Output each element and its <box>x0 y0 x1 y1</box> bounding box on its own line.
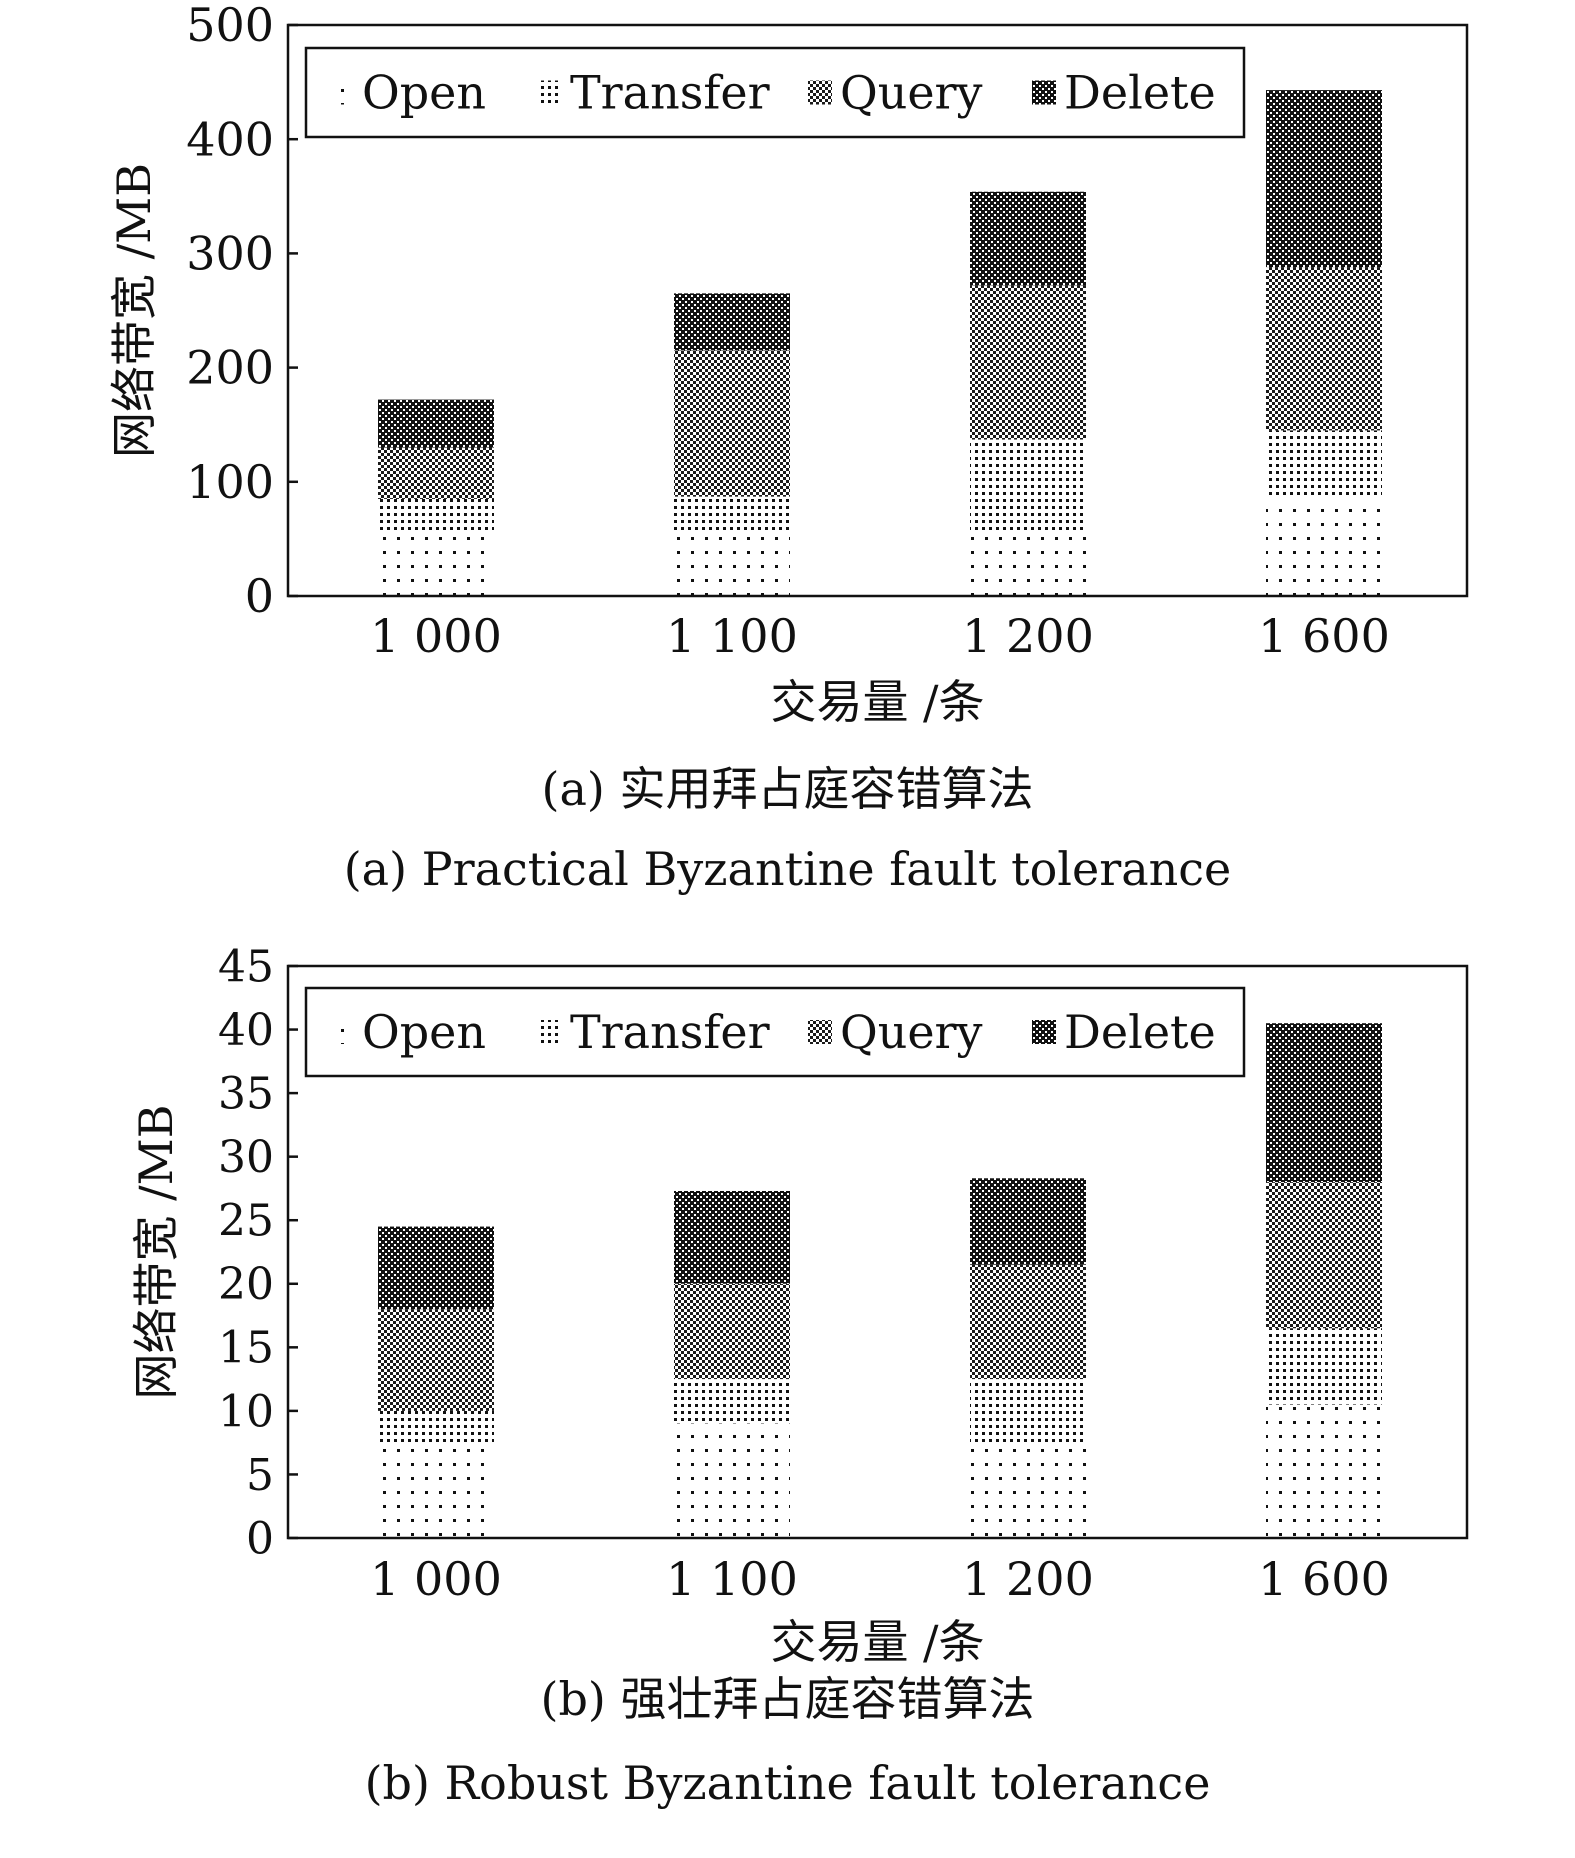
bar-open-4 <box>1266 1404 1382 1538</box>
legend-label-transfer: Transfer <box>570 66 770 120</box>
legend-label-open: Open <box>362 1005 486 1059</box>
x-tick-label: 1 000 <box>370 609 502 663</box>
legend-swatch-open <box>330 80 354 105</box>
chart-b-plot: 0 5 10 15 20 25 30 35 40 45 1 000 1 100 1 200 1 600 交易… <box>129 941 1469 1669</box>
bar-delete-3 <box>970 191 1086 286</box>
bar-query-4 <box>1266 1182 1382 1329</box>
x-axis-label: 交易量 /条 <box>770 675 984 729</box>
y-tick-label: 25 <box>218 1196 274 1247</box>
bar-query-3 <box>970 285 1086 440</box>
y-tick-label: 5 <box>246 1450 274 1501</box>
bar-delete-1 <box>378 399 494 448</box>
x-tick-label: 1 100 <box>666 609 798 663</box>
bar-query-4 <box>1266 267 1382 431</box>
bar-query-2 <box>674 350 790 497</box>
chart-b: 0 5 10 15 20 25 30 35 40 45 1 000 1 100 1 200 1 600 交易… <box>0 940 1575 1858</box>
plot-frame <box>286 23 1469 598</box>
bar-open-1 <box>378 533 494 596</box>
y-tick-label: 15 <box>218 1323 274 1374</box>
bar-transfer-3 <box>970 1379 1086 1443</box>
bar-open-3 <box>970 1442 1086 1538</box>
x-tick-label: 1 000 <box>370 1552 502 1606</box>
bar-open-2 <box>674 530 790 596</box>
chart-a-caption-cn: (a) 实用拜占庭容错算法 <box>541 762 1034 816</box>
bar-open-2 <box>674 1423 790 1538</box>
bar-delete-4 <box>1266 90 1382 268</box>
bar-delete-3 <box>970 1178 1086 1265</box>
legend-swatch-query <box>808 80 832 105</box>
plot-frame <box>286 964 1469 1540</box>
y-axis-label: 网络带宽 /MB <box>129 1104 183 1399</box>
y-tick-label: 0 <box>246 1513 274 1564</box>
y-tick-label: 500 <box>186 0 274 52</box>
legend-swatch-transfer <box>538 80 562 105</box>
bar-delete-2 <box>674 1190 790 1284</box>
chart-b-caption-en: (b) Robust Byzantine fault tolerance <box>364 1756 1211 1810</box>
x-tick-label: 1 600 <box>1258 1552 1390 1606</box>
y-tick-label: 10 <box>218 1386 274 1437</box>
bar-query-1 <box>378 447 494 499</box>
legend-swatch-transfer <box>538 1020 562 1044</box>
legend-label-delete: Delete <box>1064 66 1216 120</box>
legend-swatch-open <box>330 1020 354 1044</box>
chart-a-caption-en: (a) Practical Byzantine fault tolerance <box>343 842 1232 896</box>
y-tick-label: 35 <box>218 1069 274 1120</box>
bar-delete-4 <box>1266 1023 1382 1183</box>
legend-swatch-query <box>808 1020 832 1044</box>
legend-label-delete: Delete <box>1064 1005 1216 1059</box>
bar-open-4 <box>1266 498 1382 596</box>
bar-query-1 <box>378 1309 494 1411</box>
bar-transfer-4 <box>1266 1328 1382 1405</box>
legend-swatch-delete <box>1032 1020 1056 1044</box>
bar-delete-1 <box>378 1226 494 1310</box>
chart-a-plot: 0 100 200 300 400 500 1 000 1 100 1 200 1 600 交易量 … <box>107 0 1469 729</box>
x-tick-label: 1 600 <box>1258 609 1390 663</box>
legend-label-open: Open <box>362 66 486 120</box>
x-tick-label: 1 100 <box>666 1552 798 1606</box>
legend-label-query: Query <box>840 1005 983 1059</box>
y-tick-label: 30 <box>218 1132 274 1183</box>
bar-open-3 <box>970 530 1086 596</box>
x-tick-label: 1 200 <box>962 609 1094 663</box>
bar-query-3 <box>970 1264 1086 1380</box>
legend-label-query: Query <box>840 66 983 120</box>
y-tick-label: 200 <box>186 341 274 395</box>
y-tick-label: 0 <box>245 569 274 623</box>
y-axis-label: 网络带宽 /MB <box>107 163 161 458</box>
bar-open-1 <box>378 1442 494 1538</box>
bar-transfer-1 <box>378 498 494 534</box>
bar-transfer-4 <box>1266 430 1382 499</box>
x-tick-label: 1 200 <box>962 1552 1094 1606</box>
y-tick-label: 400 <box>186 112 274 166</box>
bar-delete-2 <box>674 293 790 351</box>
legend-box <box>304 986 1246 1078</box>
legend-label-transfer: Transfer <box>570 1005 770 1059</box>
y-tick-label: 40 <box>218 1005 274 1056</box>
bar-query-2 <box>674 1283 790 1380</box>
x-axis-label: 交易量 /条 <box>770 1615 984 1669</box>
legend-swatch-delete <box>1032 80 1056 105</box>
y-tick-label: 100 <box>186 455 274 509</box>
chart-a: 0 100 200 300 400 500 1 000 1 100 1 200 1 600 交易量 … <box>107 0 1469 896</box>
y-tick-label: 20 <box>218 1259 274 1310</box>
y-tick-label: 300 <box>186 227 274 281</box>
legend-box <box>304 46 1246 139</box>
bar-transfer-3 <box>970 439 1086 531</box>
y-tick-label: 45 <box>218 941 274 992</box>
bar-transfer-1 <box>378 1410 494 1443</box>
bar-transfer-2 <box>674 496 790 531</box>
chart-b-caption-cn: (b) 强壮拜占庭容错算法 <box>540 1672 1035 1726</box>
bar-transfer-2 <box>674 1379 790 1424</box>
